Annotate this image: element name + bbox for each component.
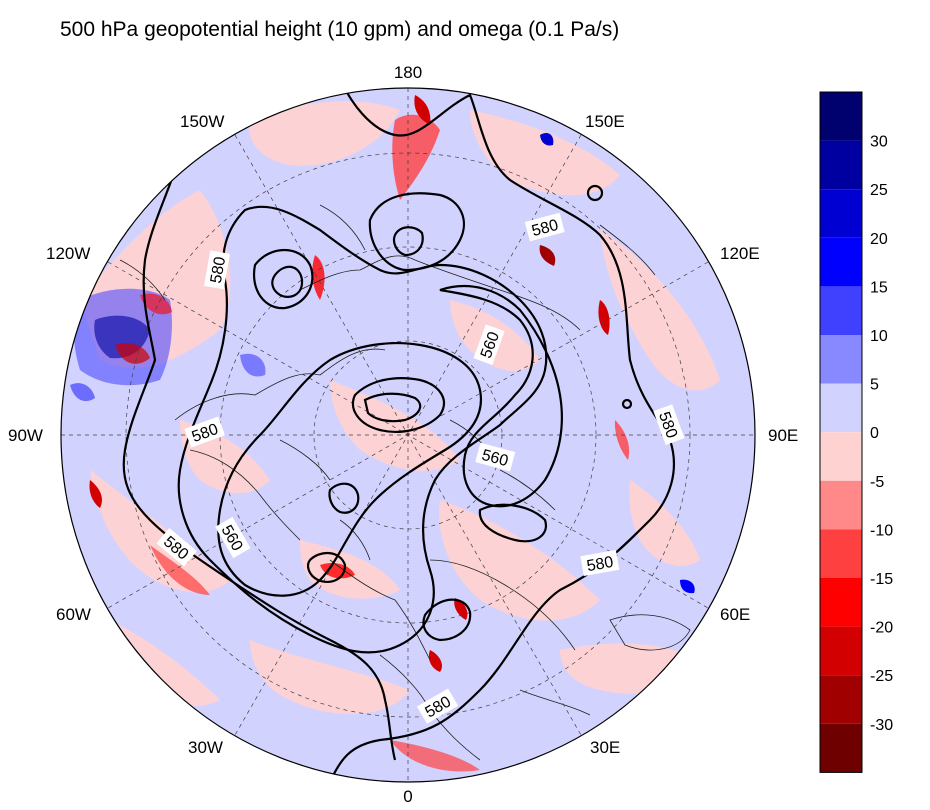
lon-label-right: 90E xyxy=(768,426,798,445)
lon-label-120e: 120E xyxy=(720,244,760,263)
lon-label-150w: 150W xyxy=(180,112,224,131)
contour-label: 580 xyxy=(204,250,230,290)
colorbar-swatch xyxy=(820,92,862,141)
colorbar-tick-label: -15 xyxy=(870,571,893,588)
colorbar-tick-label: 5 xyxy=(870,377,879,394)
svg-text:560: 560 xyxy=(480,447,510,470)
colorbar-swatch xyxy=(820,335,862,384)
colorbar-tick-label: 30 xyxy=(870,134,888,151)
lon-label-bottom: 0 xyxy=(403,787,412,806)
svg-text:580: 580 xyxy=(585,554,614,575)
colorbar-tick-label: 0 xyxy=(870,425,879,442)
colorbar-swatch xyxy=(820,189,862,238)
colorbar-swatch xyxy=(820,480,862,530)
colorbar-tick-label: 10 xyxy=(870,328,888,345)
lon-label-120w: 120W xyxy=(46,244,90,263)
colorbar-tick-label: -20 xyxy=(870,620,893,637)
colorbar-swatch xyxy=(820,626,862,676)
longitude-labels: 180 0 90W 90E 150W 150E 120W 120E 60W 60… xyxy=(8,63,798,806)
colorbar-tick-label: -10 xyxy=(870,522,893,539)
colorbar-tick-label: -30 xyxy=(870,717,893,734)
lon-label-left: 90W xyxy=(8,426,43,445)
colorbar-swatch xyxy=(820,529,862,578)
colorbar-tick-label: 25 xyxy=(870,182,888,199)
colorbar-tick-label: -5 xyxy=(870,474,884,491)
lon-label-60e: 60E xyxy=(720,605,750,624)
colorbar-swatch xyxy=(820,578,862,627)
contour-labels: 580 580 560 580 580 560 560 580 xyxy=(156,212,685,724)
colorbar-swatch xyxy=(820,383,862,433)
colorbar-tick-label: -25 xyxy=(870,668,893,685)
colorbar-border xyxy=(819,91,863,773)
lon-label-150e: 150E xyxy=(585,112,625,131)
svg-text:580: 580 xyxy=(530,217,560,240)
plot-title: 500 hPa geopotential height (10 gpm) and… xyxy=(60,18,620,41)
contour-label: 580 xyxy=(580,550,620,576)
colorbar-tick-label: 20 xyxy=(870,231,888,248)
lon-label-60w: 60W xyxy=(56,605,91,624)
map-border xyxy=(60,87,756,783)
colorbar-swatch xyxy=(820,675,862,724)
colorbar: 30 25 20 15 10 5 0 -5 -10 -15 -20 -25 -30 xyxy=(819,91,893,773)
graticule xyxy=(61,88,755,782)
coastlines xyxy=(119,204,691,761)
svg-text:580: 580 xyxy=(208,255,229,284)
lon-label-30e: 30E xyxy=(590,738,620,757)
colorbar-swatch xyxy=(820,286,862,335)
colorbar-swatch xyxy=(820,723,862,773)
colorbar-swatch xyxy=(820,432,862,481)
colorbar-swatch xyxy=(820,237,862,287)
contour-label: 580 xyxy=(524,212,565,242)
lon-label-30w: 30W xyxy=(188,738,223,757)
lon-label-top: 180 xyxy=(394,63,422,82)
height-contours xyxy=(122,88,675,782)
contour-label: 560 xyxy=(475,442,516,472)
colorbar-swatch xyxy=(820,140,862,190)
contour-label: 580 xyxy=(653,404,685,445)
colorbar-tick-label: 15 xyxy=(870,279,888,296)
